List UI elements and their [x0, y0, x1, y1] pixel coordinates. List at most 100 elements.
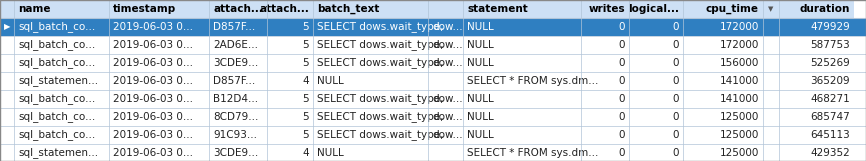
Text: sql_batch_co...: sql_batch_co...: [18, 130, 95, 140]
Text: 0: 0: [673, 112, 679, 122]
Text: 5: 5: [302, 94, 309, 104]
Text: 125000: 125000: [720, 130, 759, 140]
Text: 0: 0: [673, 40, 679, 50]
Text: 429352: 429352: [811, 148, 850, 158]
Bar: [629, 0, 683, 18]
Text: NULL: NULL: [317, 148, 344, 158]
Text: ▶: ▶: [3, 23, 10, 32]
Text: 5: 5: [302, 112, 309, 122]
Text: NULL: NULL: [467, 130, 494, 140]
Text: dow...: dow...: [432, 112, 462, 122]
Text: 0: 0: [673, 94, 679, 104]
Text: 0: 0: [673, 130, 679, 140]
Text: 156000: 156000: [720, 58, 759, 68]
Text: 4: 4: [302, 76, 309, 86]
Text: 4: 4: [302, 148, 309, 158]
Bar: [209, 0, 267, 18]
Text: 3CDE9...: 3CDE9...: [213, 58, 258, 68]
Text: 141000: 141000: [720, 94, 759, 104]
Text: 587753: 587753: [811, 40, 850, 50]
Text: 2019-06-03 0...: 2019-06-03 0...: [113, 130, 193, 140]
Text: SELECT dows.wait_type,: SELECT dows.wait_type,: [317, 130, 443, 140]
Text: dow...: dow...: [432, 22, 462, 32]
Text: 5: 5: [302, 130, 309, 140]
Text: 5: 5: [302, 58, 309, 68]
Text: dow...: dow...: [432, 94, 462, 104]
Text: writes: writes: [588, 4, 625, 14]
Text: NULL: NULL: [467, 22, 494, 32]
Text: duration: duration: [799, 4, 850, 14]
Text: ▼: ▼: [768, 6, 773, 12]
Text: NULL: NULL: [467, 112, 494, 122]
Bar: [763, 0, 779, 18]
Text: 2019-06-03 0...: 2019-06-03 0...: [113, 112, 193, 122]
Bar: [0, 36, 866, 54]
Text: 0: 0: [673, 148, 679, 158]
Text: 3CDE9...: 3CDE9...: [213, 148, 258, 158]
Text: 2AD6E...: 2AD6E...: [213, 40, 258, 50]
Text: timestamp: timestamp: [113, 4, 177, 14]
Text: statement: statement: [467, 4, 527, 14]
Bar: [313, 0, 428, 18]
Bar: [779, 0, 854, 18]
Text: 0: 0: [673, 22, 679, 32]
Bar: [0, 108, 866, 126]
Text: 525269: 525269: [811, 58, 850, 68]
Text: 479929: 479929: [811, 22, 850, 32]
Text: 2019-06-03 0...: 2019-06-03 0...: [113, 94, 193, 104]
Text: D857F...: D857F...: [213, 22, 255, 32]
Text: 172000: 172000: [720, 22, 759, 32]
Text: 0: 0: [673, 76, 679, 86]
Text: 8CD79...: 8CD79...: [213, 112, 258, 122]
Bar: [109, 0, 209, 18]
Bar: [0, 54, 866, 72]
Text: 0: 0: [618, 76, 625, 86]
Text: SELECT dows.wait_type,: SELECT dows.wait_type,: [317, 22, 443, 33]
Text: 2019-06-03 0...: 2019-06-03 0...: [113, 148, 193, 158]
Text: sql_batch_co...: sql_batch_co...: [18, 94, 95, 104]
Text: 0: 0: [618, 22, 625, 32]
Bar: [0, 90, 866, 108]
Text: attach...: attach...: [259, 4, 309, 14]
Bar: [463, 0, 581, 18]
Bar: [14, 0, 109, 18]
Text: 468271: 468271: [811, 94, 850, 104]
Bar: [428, 0, 463, 18]
Bar: [683, 0, 763, 18]
Bar: [0, 144, 866, 161]
Text: logical...: logical...: [628, 4, 679, 14]
Text: NULL: NULL: [467, 40, 494, 50]
Text: SELECT dows.wait_type,: SELECT dows.wait_type,: [317, 94, 443, 104]
Text: attach...: attach...: [213, 4, 263, 14]
Text: cpu_time: cpu_time: [706, 4, 759, 14]
Text: 685747: 685747: [811, 112, 850, 122]
Text: SELECT dows.wait_type,: SELECT dows.wait_type,: [317, 112, 443, 123]
Text: dow...: dow...: [432, 130, 462, 140]
Text: sql_batch_co...: sql_batch_co...: [18, 57, 95, 68]
Text: sql_statemen...: sql_statemen...: [18, 76, 98, 86]
Text: 2019-06-03 0...: 2019-06-03 0...: [113, 22, 193, 32]
Text: NULL: NULL: [467, 94, 494, 104]
Bar: [0, 18, 866, 36]
Text: name: name: [18, 4, 50, 14]
Text: 0: 0: [618, 40, 625, 50]
Text: 645113: 645113: [811, 130, 850, 140]
Bar: [0, 0, 14, 18]
Text: 5: 5: [302, 22, 309, 32]
Text: 2019-06-03 0...: 2019-06-03 0...: [113, 58, 193, 68]
Text: SELECT dows.wait_type,: SELECT dows.wait_type,: [317, 57, 443, 68]
Bar: [0, 126, 866, 144]
Bar: [581, 0, 629, 18]
Text: 125000: 125000: [720, 148, 759, 158]
Text: SELECT * FROM sys.dm...: SELECT * FROM sys.dm...: [467, 76, 598, 86]
Text: NULL: NULL: [467, 58, 494, 68]
Text: 91C93...: 91C93...: [213, 130, 257, 140]
Text: 0: 0: [618, 94, 625, 104]
Text: SELECT dows.wait_type,: SELECT dows.wait_type,: [317, 40, 443, 50]
Text: 0: 0: [618, 58, 625, 68]
Text: 0: 0: [618, 112, 625, 122]
Text: 0: 0: [618, 148, 625, 158]
Text: dow...: dow...: [432, 58, 462, 68]
Text: batch_text: batch_text: [317, 4, 379, 14]
Text: 365209: 365209: [811, 76, 850, 86]
